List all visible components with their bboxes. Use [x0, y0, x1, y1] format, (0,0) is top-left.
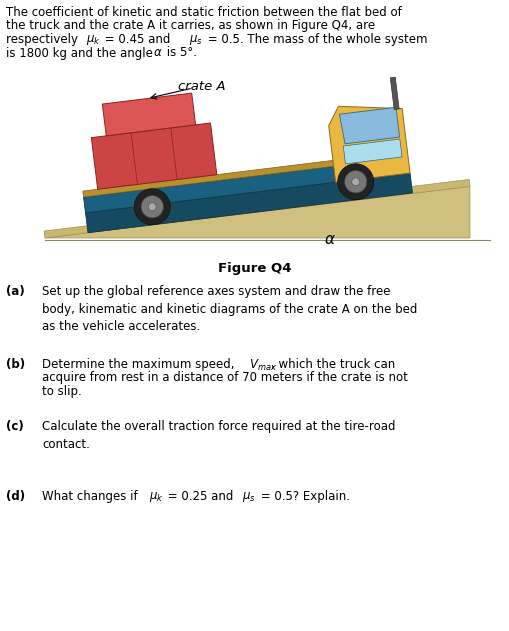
Text: $\alpha$: $\alpha$	[153, 47, 162, 59]
Text: = 0.25 and: = 0.25 and	[164, 490, 237, 503]
Text: What changes if: What changes if	[42, 490, 142, 503]
Text: to slip.: to slip.	[42, 385, 82, 398]
Text: is 1800 kg and the angle: is 1800 kg and the angle	[6, 47, 157, 59]
Polygon shape	[83, 160, 334, 197]
Text: Figure Q4: Figure Q4	[218, 262, 291, 275]
Polygon shape	[86, 173, 412, 233]
Text: (a): (a)	[6, 285, 25, 298]
Text: the truck and the crate A it carries, as shown in Figure Q4, are: the truck and the crate A it carries, as…	[6, 20, 375, 33]
Text: $\mathit{V}_{\mathit{max}}$: $\mathit{V}_{\mathit{max}}$	[249, 358, 277, 373]
Text: = 0.5. The mass of the whole system: = 0.5. The mass of the whole system	[204, 33, 428, 46]
Text: (d): (d)	[6, 490, 25, 503]
Polygon shape	[343, 139, 402, 164]
Text: Set up the global reference axes system and draw the free
body, kinematic and ki: Set up the global reference axes system …	[42, 285, 417, 333]
Text: $\mu_s$: $\mu_s$	[189, 33, 203, 47]
Text: $\mu_s$: $\mu_s$	[242, 490, 256, 504]
Text: Calculate the overall traction force required at the tire-road
contact.: Calculate the overall traction force req…	[42, 420, 395, 451]
Polygon shape	[134, 189, 170, 225]
Polygon shape	[148, 203, 156, 211]
Polygon shape	[390, 77, 399, 110]
Polygon shape	[92, 123, 217, 189]
Text: Determine the maximum speed,: Determine the maximum speed,	[42, 358, 238, 371]
Text: crate A: crate A	[178, 80, 225, 93]
Text: acquire from rest in a distance of 70 meters if the crate is not: acquire from rest in a distance of 70 me…	[42, 372, 408, 384]
Text: $\alpha$: $\alpha$	[324, 232, 336, 247]
Polygon shape	[44, 179, 470, 238]
Polygon shape	[45, 186, 470, 238]
Polygon shape	[102, 93, 195, 136]
Text: = 0.45 and: = 0.45 and	[101, 33, 178, 46]
Text: , which the truck can: , which the truck can	[271, 358, 395, 371]
Text: is 5°.: is 5°.	[163, 47, 197, 59]
Polygon shape	[345, 170, 367, 193]
Polygon shape	[340, 107, 400, 144]
Polygon shape	[352, 178, 360, 186]
Text: = 0.5? Explain.: = 0.5? Explain.	[257, 490, 350, 503]
Polygon shape	[329, 106, 410, 182]
Text: The coefficient of kinetic and static friction between the flat bed of: The coefficient of kinetic and static fr…	[6, 6, 402, 19]
Text: respectively: respectively	[6, 33, 82, 46]
Polygon shape	[141, 196, 163, 218]
Text: $\mu_k$: $\mu_k$	[86, 33, 101, 47]
Polygon shape	[338, 164, 374, 200]
Text: (c): (c)	[6, 420, 24, 433]
Text: $\mu_k$: $\mu_k$	[149, 490, 164, 504]
Polygon shape	[83, 167, 335, 213]
Text: (b): (b)	[6, 358, 25, 371]
